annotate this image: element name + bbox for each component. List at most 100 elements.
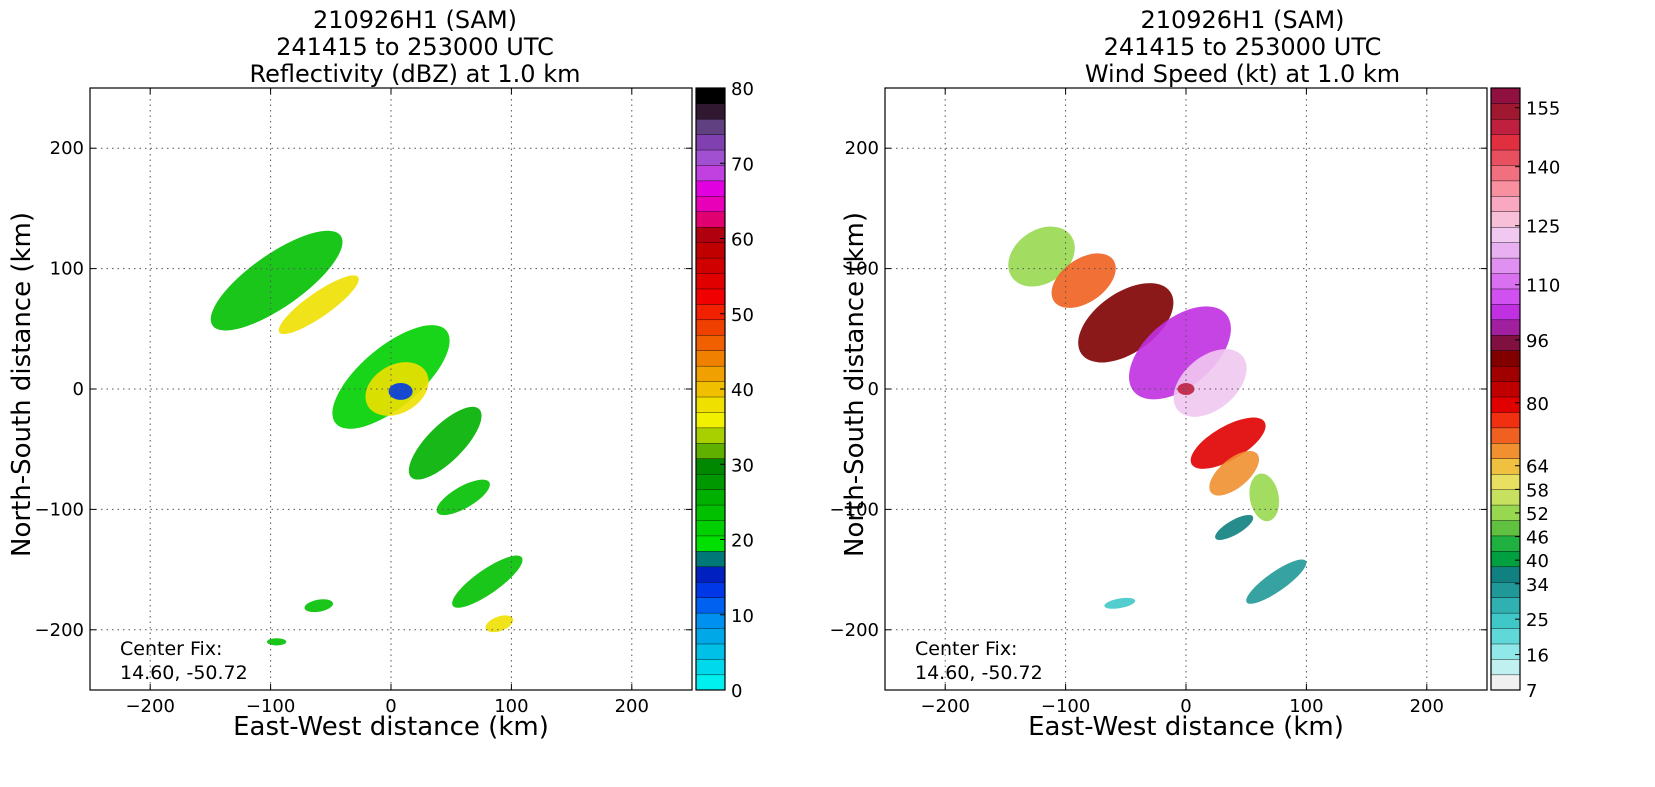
colorbar-segment: [1490, 643, 1521, 660]
x-tick-label: −200: [125, 696, 174, 717]
colorbar-segment: [695, 319, 726, 336]
x-tick-label: −200: [920, 696, 969, 717]
colorbar-segment: [1490, 226, 1521, 243]
x-tick-label: 200: [1410, 696, 1444, 717]
y-tick-label: 0: [73, 379, 84, 400]
colorbar-segment: [1490, 350, 1521, 367]
colorbar-segment: [1490, 674, 1521, 691]
colorbar-segment: [695, 87, 726, 104]
colorbar-segment: [695, 334, 726, 351]
data-region-south-teal-cell-b: [1246, 559, 1307, 604]
colorbar-segment: [1490, 427, 1521, 444]
chart-title-line-1: 210926H1 (SAM): [312, 6, 518, 34]
colorbar-segment: [1490, 520, 1521, 537]
colorbar-segment: [1490, 612, 1521, 629]
colorbar-segment: [695, 273, 726, 290]
data-region-southern-cell-a: [436, 479, 490, 516]
center-fix-value: 14.60, -50.72: [120, 662, 248, 684]
colorbar-segment: [1490, 442, 1521, 459]
colorbar-segment: [695, 211, 726, 228]
colorbar-segment: [695, 597, 726, 614]
x-tick-label: 0: [1180, 696, 1191, 717]
data-region-eye: [388, 382, 413, 400]
y-tick-label: 200: [50, 138, 84, 159]
colorbar-segment: [695, 396, 726, 413]
data-region-northwest-yellow-band: [278, 275, 359, 335]
colorbar-segment: [695, 628, 726, 645]
y-axis-label: North-South distance (km): [840, 211, 870, 557]
colorbar-tick-label: 80: [731, 79, 754, 100]
colorbar-segment: [1490, 458, 1521, 475]
x-tick-label: 0: [385, 696, 396, 717]
colorbar-tick-label: 0: [731, 681, 742, 702]
colorbar-segment: [1490, 103, 1521, 120]
colorbar-tick-label: 60: [731, 230, 754, 251]
data-region-southeast-band: [408, 406, 482, 480]
colorbar-tick-label: 80: [1526, 394, 1549, 415]
data-region-southwest-teal-cell: [1104, 597, 1136, 609]
reflectivity-panel: 210926H1 (SAM) 241415 to 253000 UTC Refl…: [7, 6, 754, 742]
x-tick-label: −100: [246, 696, 295, 717]
colorbar-segment: [1490, 597, 1521, 614]
chart-title-line-2: 241415 to 253000 UTC: [1103, 33, 1382, 61]
y-tick-label: −200: [830, 620, 879, 641]
colorbar-segment: [695, 535, 726, 552]
colorbar-tick-label: 155: [1526, 99, 1560, 120]
colorbar-segment: [1490, 257, 1521, 274]
colorbar-segment: [1490, 87, 1521, 104]
center-fix-annotation: Center Fix: 14.60, -50.72: [120, 637, 248, 685]
colorbar-segment: [1490, 118, 1521, 135]
colorbar-tick-label: 40: [1526, 551, 1549, 572]
colorbar-tick-label: 7: [1526, 681, 1537, 702]
colorbar-segment: [695, 164, 726, 182]
data-region-south-orange-winds: [1209, 450, 1260, 496]
data-region-south-red-winds: [1190, 417, 1266, 469]
x-tick-label: 200: [615, 696, 649, 717]
colorbar-segment: [695, 473, 726, 490]
reflectivity-chart: −200 −100 0 100 200 −200 −100 0 100 200 0 10 20 30 40 5…: [35, 79, 754, 717]
colorbar-segment: [695, 134, 726, 151]
colorbar-segment: [695, 550, 726, 568]
colorbar-segment: [695, 195, 726, 212]
colorbar-segment: [695, 350, 726, 367]
colorbar-segment: [1490, 242, 1521, 259]
y-tick-label: −200: [35, 620, 84, 641]
data-region-south-teal-cell-a: [1215, 514, 1254, 540]
y-tick-label: 0: [868, 379, 879, 400]
colorbar-segment: [695, 566, 726, 583]
colorbar-segment: [1490, 411, 1521, 429]
colorbar-segment: [1490, 396, 1521, 413]
colorbar-segment: [1490, 381, 1521, 398]
colorbar-segment: [695, 180, 726, 197]
x-axis-label: East-West distance (km): [1028, 712, 1344, 742]
colorbar-tick-label: 25: [1526, 610, 1549, 631]
data-region-southwest-cell: [304, 599, 334, 613]
colorbar-segment: [1490, 550, 1521, 568]
colorbar: 0 10 20 30 40 50 60 70 80: [695, 79, 754, 702]
colorbar-segment: [1490, 658, 1521, 676]
colorbar-tick-label: 34: [1526, 575, 1549, 596]
colorbar-tick-label: 30: [731, 455, 754, 476]
colorbar-segment: [1490, 211, 1521, 228]
plot-area: −200 −100 0 100 200 −200 −100 0 100 200: [830, 87, 1488, 717]
colorbar-segment: [695, 103, 726, 120]
data-region-southern-cell-b: [452, 555, 523, 608]
y-tick-label: 100: [50, 259, 84, 280]
y-tick-label: 200: [845, 138, 879, 159]
chart-title-line-1: 210926H1 (SAM): [1140, 6, 1345, 34]
colorbar-segment: [695, 411, 726, 429]
colorbar-segment: [695, 458, 726, 475]
data-region-eye-center: [1177, 382, 1195, 396]
colorbar-segment: [1490, 628, 1521, 645]
plot-area: −200 −100 0 100 200 −200 −100 0 100 200: [35, 87, 693, 717]
colorbar-segment: [1490, 303, 1521, 321]
colorbar-segment: [1490, 566, 1521, 583]
y-tick-label: 100: [845, 259, 879, 280]
chart-title-line-2: 241415 to 253000 UTC: [276, 33, 554, 61]
colorbar-tick-label: 50: [731, 305, 754, 326]
chart-title-line-3: Reflectivity (dBZ) at 1.0 km: [249, 60, 581, 88]
colorbar-tick-label: 46: [1526, 528, 1549, 549]
colorbar-segment: [1490, 365, 1521, 382]
data-region-northwest-rainband: [210, 230, 343, 331]
colorbar-tick-label: 110: [1526, 276, 1560, 297]
